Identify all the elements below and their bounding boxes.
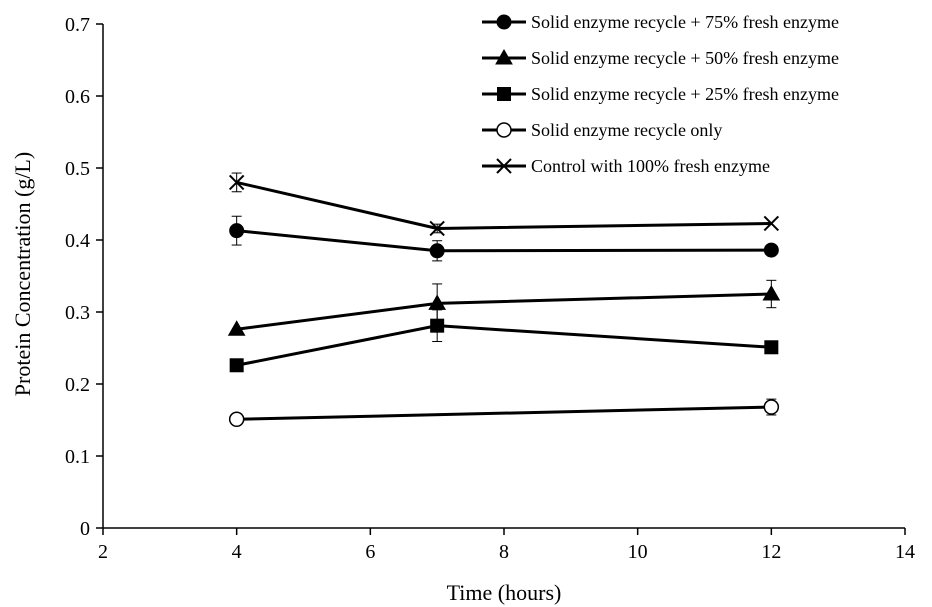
data-point-marker — [496, 122, 512, 138]
legend-item: Control with 100% fresh enzyme — [482, 156, 770, 176]
series-1 — [229, 215, 779, 262]
data-point-marker — [229, 358, 244, 373]
data-point-marker — [429, 220, 445, 237]
legend-item: Solid enzyme recycle only — [482, 120, 722, 140]
x-tick-label: 14 — [895, 541, 915, 563]
y-tick-label: 0.2 — [65, 374, 90, 396]
y-tick-label: 0.6 — [65, 86, 90, 108]
series-2 — [227, 279, 781, 336]
y-tick-label: 0.4 — [65, 230, 90, 252]
x-tick-label: 6 — [365, 541, 375, 563]
marker-stroke — [429, 220, 445, 237]
marker-stroke — [496, 158, 512, 174]
series-line — [236, 229, 772, 253]
legend-label: Solid enzyme recycle only — [531, 120, 722, 140]
data-point-marker — [496, 14, 512, 30]
y-tick-label: 0 — [80, 518, 90, 540]
legend-item: Solid enzyme recycle + 25% fresh enzyme — [482, 84, 839, 104]
data-point-marker — [429, 243, 445, 259]
legend-label: Solid enzyme recycle + 50% fresh enzyme — [531, 48, 839, 68]
x-tick-label: 2 — [98, 541, 108, 563]
data-point-marker — [497, 87, 511, 101]
legend: Solid enzyme recycle + 75% fresh enzyme S… — [482, 12, 839, 176]
series-3 — [229, 309, 779, 373]
data-point-marker — [228, 411, 245, 428]
legend-item: Solid enzyme recycle + 50% fresh enzyme — [482, 48, 839, 68]
marker-stroke — [228, 174, 245, 191]
data-point-marker — [495, 48, 513, 65]
series-layer — [227, 172, 781, 428]
series-4 — [228, 398, 780, 428]
x-tick-label: 10 — [628, 541, 648, 563]
series-line — [236, 324, 772, 367]
x-tick-label: 12 — [761, 541, 781, 563]
data-point-marker — [764, 340, 779, 355]
legend-label: Control with 100% fresh enzyme — [531, 156, 770, 176]
x-tick-label: 4 — [232, 541, 242, 563]
legend-label: Solid enzyme recycle + 75% fresh enzyme — [531, 12, 839, 32]
series-line — [236, 180, 772, 230]
data-point-marker — [227, 320, 246, 336]
y-axis-title: Protein Concentration (g/L) — [10, 152, 35, 396]
data-point-marker — [430, 318, 445, 333]
x-tick-label: 8 — [499, 541, 509, 563]
data-point-marker — [763, 242, 779, 258]
series-5 — [228, 172, 780, 237]
data-point-marker — [763, 215, 780, 232]
series-line — [236, 405, 772, 421]
data-point-marker — [496, 158, 512, 174]
legend-item: Solid enzyme recycle + 75% fresh enzyme — [482, 12, 839, 32]
y-tick-label: 0.3 — [65, 302, 90, 324]
data-point-marker — [762, 284, 781, 301]
data-point-marker — [228, 174, 245, 191]
legend-label: Solid enzyme recycle + 25% fresh enzyme — [531, 84, 839, 104]
series-line — [236, 292, 772, 331]
y-tick-label: 0.5 — [65, 158, 90, 180]
marker-stroke — [763, 215, 780, 232]
y-tick-label: 0.1 — [65, 446, 90, 468]
y-tick-label: 0.7 — [65, 14, 90, 36]
axes: 0 0.1 0.2 0.3 0.4 0.5 0.6 0.7 2 4 6 8 10 12 14 — [65, 14, 915, 563]
data-point-marker — [229, 223, 245, 239]
x-axis-title: Time (hours) — [447, 580, 562, 605]
data-point-marker — [763, 399, 780, 415]
